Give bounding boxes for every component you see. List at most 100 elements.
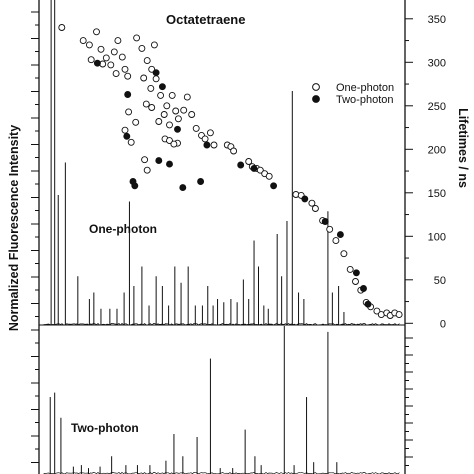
one-photon-lifetime-point [141, 156, 149, 164]
two-photon-lifetime-point [352, 269, 360, 277]
one-photon-lifetime-point [188, 111, 196, 118]
one-photon-lifetime-point [132, 118, 140, 126]
one-photon-lifetime-point [148, 65, 156, 73]
one-photon-lifetime-point [114, 37, 122, 45]
two-photon-lifetime-point [321, 218, 329, 225]
one-photon-lifetime-point [121, 126, 129, 134]
one-photon-lifetime-point [160, 111, 168, 118]
one-photon-lifetime-point [110, 48, 118, 56]
one-photon-lifetime-point [174, 115, 182, 123]
one-photon-lifetime-point [210, 141, 218, 149]
one-photon-lifetime-point [79, 37, 87, 45]
two-photon-lifetime-point [174, 125, 181, 133]
one-photon-lifetime-point [143, 166, 151, 174]
one-photon-lifetime-point [152, 75, 160, 83]
one-photon-lifetime-point [326, 225, 334, 233]
one-photon-lifetime-point [332, 237, 340, 245]
right-tick-label: 150 [428, 188, 446, 200]
one-photon-lifetime-point [97, 45, 105, 53]
one-photon-lifetime-point [140, 74, 148, 82]
one-photon-lifetime-point [163, 102, 171, 110]
one-photon-spectrum-baseline [43, 322, 400, 326]
one-photon-lifetime-point [127, 138, 135, 146]
one-photon-lifetime-point [395, 311, 403, 319]
one-photon-lifetime-point [373, 307, 381, 315]
one-photon-lifetime-point [155, 118, 163, 125]
one-photon-lifetime-point [170, 140, 178, 148]
two-photon-lifetime-point [364, 300, 372, 308]
two-photon-lifetime-point [250, 164, 258, 172]
right-axis-ticks: 0 50 100 150 200 250 300 350 [405, 14, 446, 466]
one-photon-lifetime-point [311, 205, 319, 212]
right-tick-label: 300 [428, 57, 446, 69]
one-photon-lifetime-point [133, 34, 141, 42]
left-axis-ticks [31, 11, 39, 463]
one-photon-lifetime-point [118, 53, 126, 61]
two-photon-lifetime-point [166, 160, 173, 168]
one-photon-lifetime-point [265, 172, 273, 180]
one-photon-lifetime-point [230, 147, 238, 155]
one-photon-lifetime-point [168, 91, 176, 99]
one-photon-lifetime-point [138, 44, 146, 52]
two-photon-lifetime-point [124, 91, 132, 98]
one-photon-lifetime-point [166, 121, 173, 129]
one-photon-lifetime-point [192, 124, 200, 132]
one-photon-lifetime-point [308, 199, 316, 207]
right-tick-label: 250 [428, 101, 446, 113]
one-photon-lifetime-point [256, 166, 264, 174]
two-photon-lifetime-point [158, 83, 166, 91]
right-tick-label: 100 [428, 231, 446, 243]
one-photon-lifetime-point [346, 265, 354, 273]
one-photon-spectrum [43, 0, 400, 326]
two-photon-lifetime-point [197, 178, 205, 185]
two-photon-lifetime-point [131, 182, 139, 190]
one-photon-lifetime-point [58, 24, 66, 31]
two-photon-lifetime-point [203, 141, 211, 149]
two-photon-lifetime-point [93, 59, 101, 67]
legend-filled-circle-marker [312, 95, 320, 103]
chart-title: Octatetraene [166, 12, 245, 27]
one-photon-lifetime-point [150, 41, 158, 49]
two-photon-lifetime-point [179, 184, 187, 192]
one-photon-lifetime-point [352, 278, 359, 285]
two-photon-lifetime-point [301, 195, 309, 203]
one-photon-lifetime-point [125, 108, 133, 116]
one-photon-lifetime-point [85, 41, 93, 49]
one-photon-lifetime-point [166, 137, 173, 145]
one-photon-lifetime-point [142, 100, 150, 108]
two-photon-lifetime-point [336, 231, 344, 239]
two-photon-lifetime-point [152, 69, 160, 77]
one-photon-lifetime-point [121, 65, 129, 73]
left-axis-label: Normalized Fluorescence Intensity [7, 125, 21, 331]
two-photon-lifetime-point [123, 132, 131, 140]
two-photon-lifetime-point [270, 182, 278, 190]
one-photon-lifetime-point [183, 93, 191, 101]
one-photon-lifetime-point [245, 158, 253, 165]
two-photon-lifetime-point [360, 285, 367, 292]
two-photon-lifetime-point [155, 157, 163, 165]
right-tick-label: 0 [440, 318, 446, 330]
one-photon-lifetime-point [180, 106, 188, 114]
one-photon-lifetime-point [172, 107, 180, 115]
one-photon-lifetime-point [112, 70, 120, 78]
two-photon-lifetime-point [237, 161, 245, 169]
right-tick-label: 50 [434, 275, 446, 287]
lifetime-scatter [58, 24, 403, 319]
one-photon-lifetime-point [147, 84, 155, 92]
one-photon-lifetime-point [87, 56, 95, 64]
one-photon-lifetime-point [157, 91, 165, 99]
legend-label-two-photon: Two-photon [336, 94, 393, 106]
two-photon-spectrum-label: Two-photon [71, 421, 139, 435]
one-photon-lifetime-point [107, 61, 115, 69]
one-photon-lifetime-point [148, 104, 156, 111]
one-photon-spectrum-label: One-photon [89, 222, 157, 236]
legend: One-photon Two-photon [312, 82, 394, 106]
two-photon-spectrum [43, 326, 400, 474]
one-photon-lifetime-point [124, 72, 132, 80]
right-axis-label: Lifetimes / ns [456, 108, 470, 188]
legend-open-circle-marker [312, 83, 320, 91]
one-photon-lifetime-point [340, 250, 348, 258]
legend-label-one-photon: One-photon [336, 82, 394, 94]
right-tick-label: 350 [428, 14, 446, 26]
